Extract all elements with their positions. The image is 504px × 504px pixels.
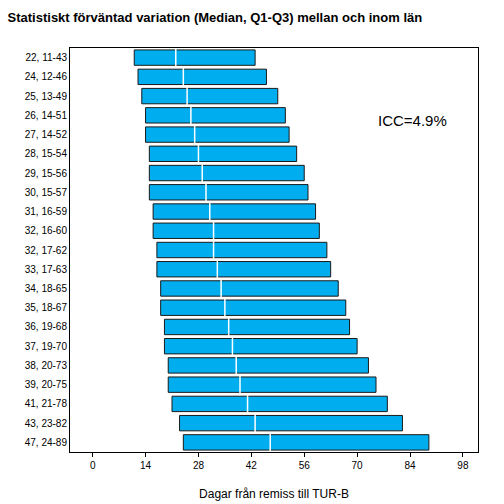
- svg-text:25, 13-49: 25, 13-49: [25, 91, 68, 102]
- svg-text:Dagar från remiss till TUR-B: Dagar från remiss till TUR-B: [199, 487, 349, 501]
- svg-text:36, 19-68: 36, 19-68: [25, 321, 68, 332]
- svg-text:39, 20-75: 39, 20-75: [25, 379, 68, 390]
- svg-text:Statistiskt förväntad variatio: Statistiskt förväntad variation (Median,…: [8, 10, 423, 25]
- svg-text:38, 20-73: 38, 20-73: [25, 360, 68, 371]
- svg-text:26, 14-51: 26, 14-51: [25, 110, 68, 121]
- svg-text:27, 14-52: 27, 14-52: [25, 129, 68, 140]
- svg-text:32, 17-62: 32, 17-62: [25, 245, 68, 256]
- svg-text:33, 17-63: 33, 17-63: [25, 264, 68, 275]
- svg-text:35, 18-67: 35, 18-67: [25, 302, 68, 313]
- svg-text:0: 0: [90, 460, 96, 471]
- svg-text:28: 28: [193, 460, 205, 471]
- svg-text:24, 12-46: 24, 12-46: [25, 71, 68, 82]
- svg-text:43, 23-82: 43, 23-82: [25, 418, 68, 429]
- svg-text:84: 84: [404, 460, 416, 471]
- svg-text:47, 24-89: 47, 24-89: [25, 437, 68, 448]
- svg-text:28, 15-54: 28, 15-54: [25, 148, 68, 159]
- svg-text:37, 19-70: 37, 19-70: [25, 341, 68, 352]
- svg-text:56: 56: [299, 460, 311, 471]
- svg-text:70: 70: [352, 460, 364, 471]
- svg-text:14: 14: [140, 460, 152, 471]
- svg-text:41, 21-78: 41, 21-78: [25, 398, 68, 409]
- svg-text:32, 16-60: 32, 16-60: [25, 225, 68, 236]
- svg-text:30, 15-57: 30, 15-57: [25, 187, 68, 198]
- svg-text:29, 15-56: 29, 15-56: [25, 168, 68, 179]
- svg-text:42: 42: [246, 460, 258, 471]
- svg-text:98: 98: [457, 460, 469, 471]
- svg-text:34, 18-65: 34, 18-65: [25, 283, 68, 294]
- svg-text:22, 11-43: 22, 11-43: [25, 52, 67, 63]
- svg-text:31, 16-59: 31, 16-59: [25, 206, 68, 217]
- svg-text:ICC=4.9%: ICC=4.9%: [378, 112, 447, 129]
